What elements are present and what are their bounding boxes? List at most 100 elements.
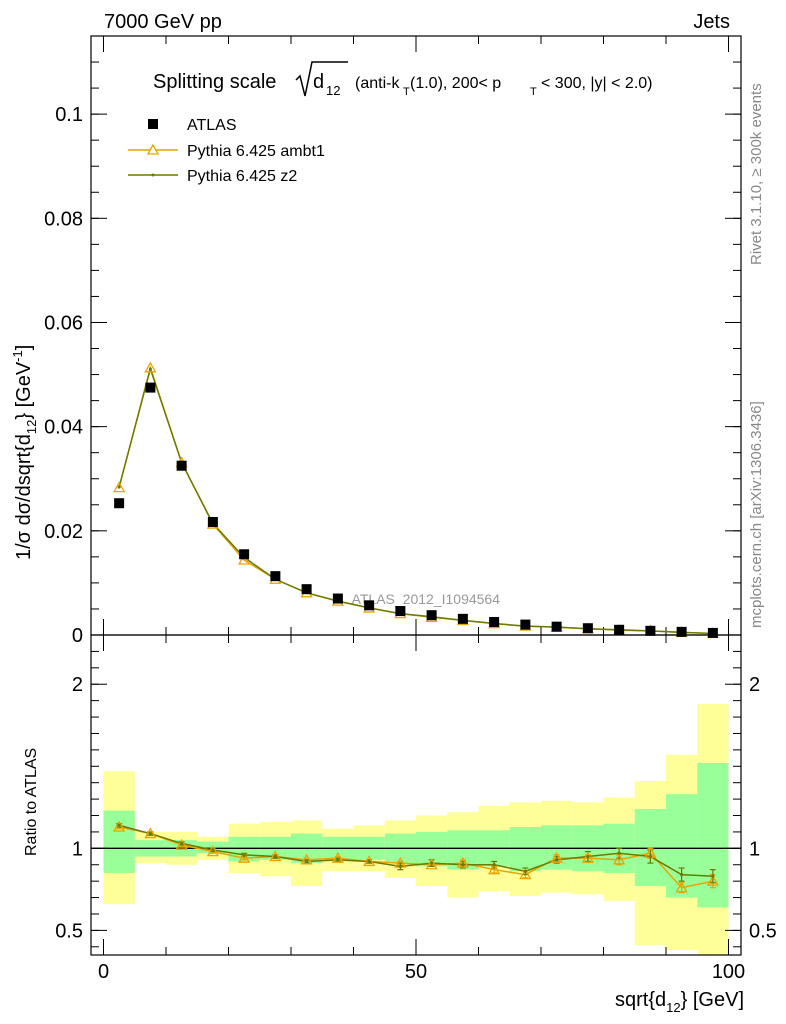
ratio-marker-z2 <box>492 863 496 867</box>
main-y-tick-label: 0.02 <box>44 521 83 543</box>
main-plot: ATLAS_2012_I1094564 0 0.02 0.04 0.06 0.08 0.1 A… <box>44 35 742 647</box>
marker-atlas <box>301 584 312 595</box>
legend-label-atlas: ATLAS <box>187 117 237 134</box>
marker-pythia-z2 <box>148 367 152 371</box>
marker-atlas <box>489 616 500 627</box>
ratio-marker-z2 <box>648 854 652 859</box>
main-y-tick-label: 0.1 <box>55 104 83 126</box>
ratio-marker-z2 <box>117 823 121 827</box>
title-prefix: Splitting scale <box>153 71 276 93</box>
ratio-marker-ambt1 <box>175 838 188 850</box>
legend-marker-z2 <box>151 173 155 177</box>
marker-atlas <box>551 621 562 632</box>
svg-text:T: T <box>530 86 537 98</box>
marker-atlas <box>645 625 656 636</box>
ratio-marker-z2 <box>336 858 340 862</box>
ratio-marker-ambt1 <box>675 881 688 893</box>
legend-marker-ambt1 <box>146 143 160 155</box>
svg-text:d: d <box>313 71 324 93</box>
header-process-label: Jets <box>693 11 730 33</box>
uncertainty-band-green <box>509 827 541 872</box>
marker-atlas <box>176 460 187 471</box>
title-var-sub: 12 <box>326 83 340 98</box>
ratio-y-tick-label: 1 <box>72 838 83 860</box>
ratio-marker-z2 <box>617 851 621 855</box>
ratio-marker-ambt1 <box>363 855 376 867</box>
ratio-marker-ambt1 <box>425 858 438 870</box>
marker-atlas <box>457 613 468 624</box>
ratio-marker-ambt1 <box>488 863 501 875</box>
svg-text:Splitting scale: Splitting scale <box>153 71 276 93</box>
ratio-y-tick-label: 2 <box>72 674 83 696</box>
ratio-marker-ambt1 <box>144 827 157 839</box>
x-axis-label: sqrt{d12} [GeV] <box>615 989 744 1015</box>
ratio-marker-ambt1 <box>613 853 626 865</box>
marker-atlas <box>145 382 156 393</box>
ratio-y-tick-label-right: 0.5 <box>749 920 777 942</box>
ratio-marker-z2 <box>148 831 152 836</box>
ratio-marker-z2 <box>211 848 215 852</box>
ratio-marker-z2 <box>242 853 246 857</box>
marker-atlas <box>614 624 625 635</box>
x-tick-label: 100 <box>712 961 745 983</box>
x-tick-label: 50 <box>405 961 427 983</box>
marker-pythia-z2 <box>117 485 121 489</box>
ratio-marker-ambt1 <box>456 856 469 868</box>
marker-atlas <box>582 623 593 634</box>
legend: ATLAS Pythia 6.425 ambt1 Pythia 6.425 z2 <box>128 117 325 185</box>
marker-atlas <box>114 498 125 509</box>
ratio-plot: 0.5 0.5 1 1 2 2 0 50 100 <box>55 634 777 983</box>
marker-atlas <box>364 600 375 611</box>
svg-text:(anti-k: (anti-k <box>355 75 400 92</box>
rivet-version-label: Rivet 3.1.10, ≥ 300k events <box>748 83 765 265</box>
main-y-tick-label: 0.04 <box>44 417 83 439</box>
title-pt-sub: T <box>530 86 537 98</box>
ratio-marker-ambt1 <box>331 851 344 863</box>
ratio-marker-ambt1 <box>300 853 313 865</box>
plot-title: Splitting scale d 12 (anti-k T (1.0), 20… <box>153 61 653 98</box>
ratio-marker-z2 <box>711 874 715 878</box>
svg-text:sqrt{d12} [GeV]: sqrt{d12} [GeV] <box>615 989 744 1015</box>
x-tick-label: 0 <box>98 961 109 983</box>
ratio-y-tick-label-right: 1 <box>749 838 760 860</box>
ratio-marker-z2 <box>273 854 277 859</box>
ratio-y-tick-label: 0.5 <box>55 920 83 942</box>
marker-atlas <box>676 626 687 637</box>
svg-text:< 300, |y| < 2.0): < 300, |y| < 2.0) <box>541 75 653 92</box>
main-y-tick-label: 0.06 <box>44 312 83 334</box>
marker-atlas <box>707 627 718 638</box>
marker-atlas <box>426 610 437 621</box>
marker-atlas <box>239 549 250 560</box>
ratio-marker-ambt1 <box>706 874 719 886</box>
ratio-marker-z2 <box>555 858 559 862</box>
ratio-marker-z2 <box>586 854 590 859</box>
marker-pythia-ambt1 <box>113 481 126 493</box>
svg-text:(1.0), 200< p: (1.0), 200< p <box>410 75 501 92</box>
legend-label-ambt1: Pythia 6.425 ambt1 <box>187 143 325 160</box>
marker-pythia-ambt1 <box>238 553 251 565</box>
ratio-marker-ambt1 <box>519 868 532 880</box>
ratio-marker-z2 <box>398 864 402 868</box>
ratio-marker-z2 <box>367 859 371 864</box>
title-algo-sub: T <box>403 86 410 98</box>
ratio-line-pythia-ambt1 <box>118 826 714 889</box>
main-y-tick-label: 0.08 <box>44 208 83 230</box>
title-sqrt-sign <box>295 61 348 97</box>
ratio-y-axis-label: Ratio to ATLAS <box>23 748 40 856</box>
marker-atlas <box>332 593 343 604</box>
ratio-marker-z2 <box>523 869 527 873</box>
ratio-marker-ambt1 <box>238 851 251 863</box>
title-algo: (anti-k <box>355 75 400 92</box>
uncertainty-band-green <box>103 810 135 873</box>
legend-marker-atlas <box>148 119 158 129</box>
ratio-marker-ambt1 <box>113 820 126 832</box>
ratio-marker-z2 <box>180 841 184 846</box>
analysis-watermark: ATLAS_2012_I1094564 <box>352 591 501 607</box>
marker-pythia-ambt1 <box>144 361 157 373</box>
ratio-marker-ambt1 <box>550 851 563 863</box>
main-y-tick-label: 0 <box>72 625 83 647</box>
series-line-pythia-z2 <box>118 366 713 635</box>
svg-text:1/σ dσ/dsqrt{d12} [GeV-1]: 1/σ dσ/dsqrt{d12} [GeV-1] <box>10 345 39 560</box>
ratio-marker-ambt1 <box>269 850 282 862</box>
marker-atlas <box>520 619 531 630</box>
